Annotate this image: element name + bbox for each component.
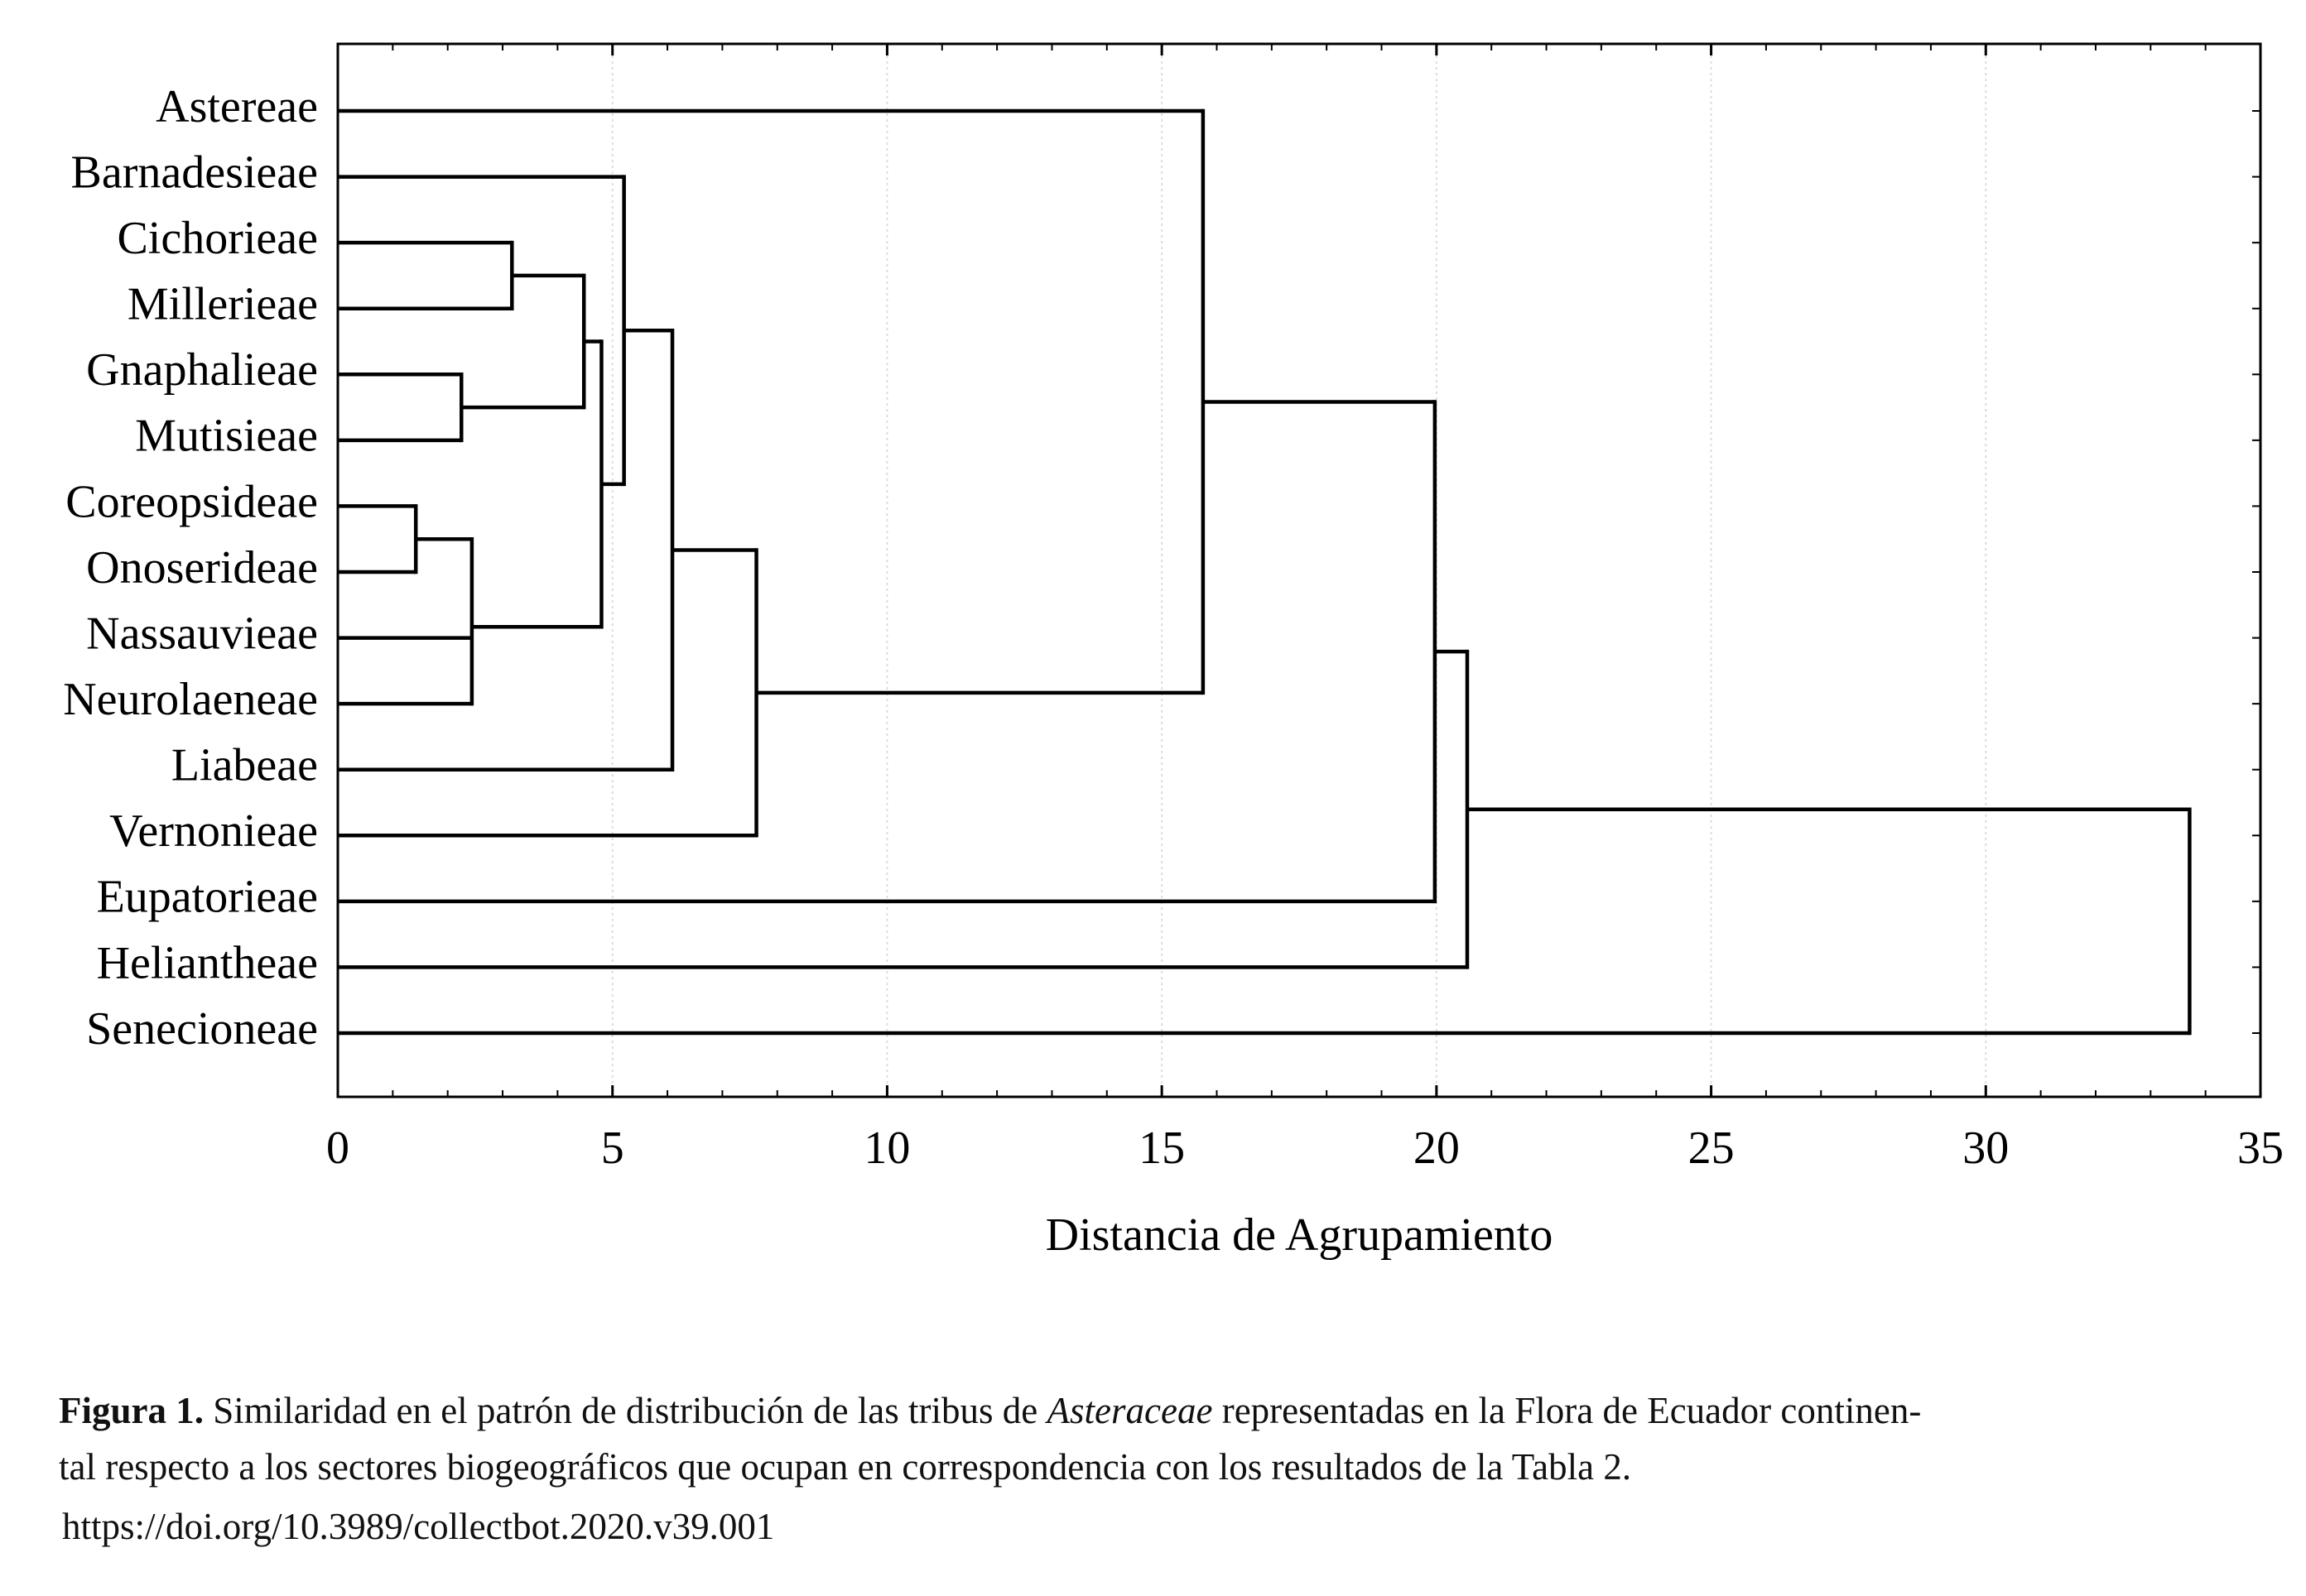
- x-tick-label: 15: [1139, 1122, 1185, 1174]
- leaf-label: Coreopsideae: [65, 476, 318, 527]
- x-axis-label: Distancia de Agrupamiento: [1046, 1209, 1553, 1261]
- leaf-label: Barnadesieae: [71, 147, 318, 198]
- leaf-label: Neurolaeneae: [63, 674, 318, 725]
- caption-italic: Asteraceae: [1047, 1390, 1213, 1431]
- leaf-label: Astereae: [156, 81, 318, 132]
- caption-label: Figura 1.: [59, 1390, 204, 1431]
- x-tick-label: 20: [1413, 1122, 1460, 1174]
- leaf-label: Nassauvieae: [86, 608, 318, 659]
- leaf-label: Eupatorieae: [97, 872, 318, 923]
- plot-frame: [336, 42, 2262, 1098]
- leaf-label: Liabeae: [171, 740, 318, 791]
- caption-text: tal respecto a los sectores biogeográfic…: [59, 1446, 1632, 1488]
- leaf-label: Heliantheae: [97, 937, 318, 988]
- leaf-label: Cichorieae: [117, 213, 318, 264]
- leaf-label: Senecioneae: [86, 1003, 318, 1055]
- leaf-label: Vernonieae: [109, 805, 318, 857]
- leaf-label: Millerieae: [128, 279, 318, 330]
- leaf-label: Onoserideae: [86, 542, 318, 594]
- chart: Distancia de Agrupamiento 0 5 10 15 20 25 30 35…: [63, 42, 2284, 1261]
- x-tick-label: 0: [326, 1122, 349, 1174]
- x-tick-label: 30: [1962, 1122, 2009, 1174]
- caption: Figura 1. Similaridad en el patrón de di…: [59, 1382, 1921, 1495]
- caption-text: Similaridad en el patrón de distribución…: [213, 1390, 1038, 1431]
- leaf-label: Gnaphalieae: [86, 344, 318, 396]
- x-tick-label: 10: [864, 1122, 910, 1174]
- x-tick-label: 25: [1688, 1122, 1735, 1174]
- x-tick-label: 5: [601, 1122, 624, 1174]
- leaf-label: Mutisieae: [135, 411, 318, 462]
- doi: https://doi.org/10.3989/collectbot.2020.…: [62, 1506, 775, 1547]
- caption-text: representadas en la Flora de Ecuador con…: [1221, 1390, 1922, 1431]
- x-tick-label: 35: [2237, 1122, 2284, 1174]
